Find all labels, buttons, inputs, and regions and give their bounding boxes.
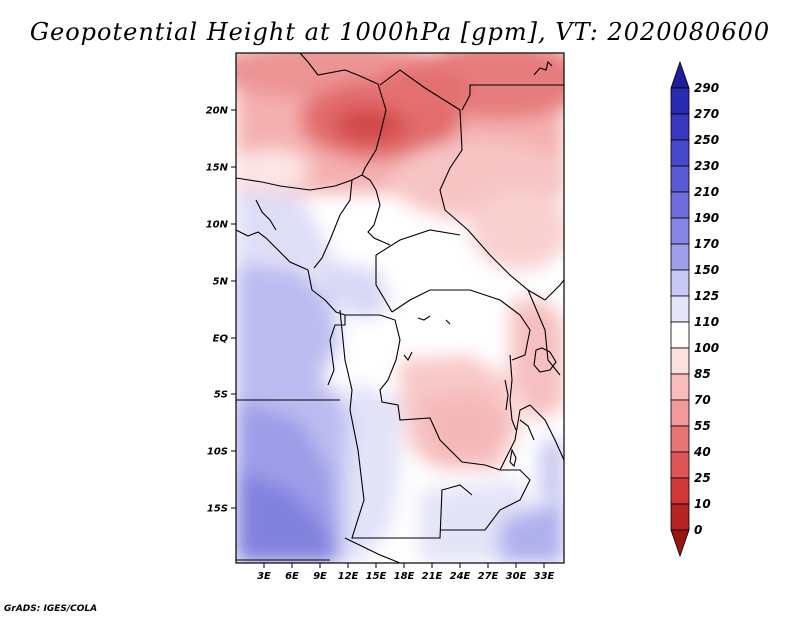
colorbar-label: 40 (693, 445, 711, 459)
colorbar-label: 270 (694, 107, 719, 121)
page-title: Geopotential Height at 1000hPa [gpm], VT… (29, 18, 771, 46)
colorbar-swatch (670, 191, 690, 219)
lon-tick-label: 24E (450, 571, 471, 582)
colorbar-swatch (670, 87, 690, 115)
lon-tick-label: 30E (506, 571, 527, 582)
colorbar-swatch (670, 269, 690, 297)
colorbar-label: 230 (694, 159, 719, 173)
colorbar-label: 55 (694, 419, 711, 433)
longitude-axis: 3E 6E 9E 12E 15E 18E 21E 24E 27E 30E 33E (257, 563, 555, 582)
country-borders (236, 53, 564, 563)
colorbar-label: 210 (694, 185, 719, 199)
lon-tick-label: 9E (313, 571, 327, 582)
lon-tick-label: 18E (394, 571, 415, 582)
colorbar-swatch (670, 373, 690, 401)
colorbar-swatch (670, 139, 690, 167)
lat-tick-label: 10S (207, 447, 228, 458)
colorbar-swatch (670, 243, 690, 271)
colorbar-swatch (670, 295, 690, 323)
colorbar-swatch (670, 217, 690, 245)
colorbar-swatch (670, 113, 690, 141)
colorbar-swatch (670, 321, 690, 349)
colorbar-label: 110 (694, 315, 719, 329)
grads-credit: GrADS: IGES/COLA (4, 604, 98, 614)
lon-tick-label: 6E (285, 571, 299, 582)
colorbar-swatch (670, 425, 690, 453)
colorbar-swatch (670, 165, 690, 193)
lon-tick-label: 3E (257, 571, 271, 582)
lon-tick-label: 21E (422, 571, 443, 582)
colorbar-swatch (670, 347, 690, 375)
colorbar-swatch (670, 477, 690, 505)
colorbar-label: 170 (694, 237, 719, 251)
colorbar-swatch (670, 399, 690, 427)
latitude-axis: 20N 15N 10N 5N EQ 5S 10S 15S (206, 106, 236, 515)
colorbar-swatch (670, 529, 690, 558)
colorbar: 2902702502302101901701501251101008570554… (670, 60, 719, 558)
colorbar-swatch (670, 60, 690, 89)
colorbar-label: 250 (694, 133, 719, 147)
lon-tick-label: 12E (338, 571, 359, 582)
colorbar-label: 70 (694, 393, 711, 407)
colorbar-label: 190 (694, 211, 719, 225)
colorbar-label: 0 (694, 523, 702, 537)
colorbar-label: 125 (694, 289, 719, 303)
colorbar-label: 100 (694, 341, 719, 355)
lat-tick-label: EQ (213, 334, 229, 345)
colorbar-label: 290 (694, 81, 719, 95)
colorbar-label: 25 (694, 471, 711, 485)
colorbar-swatch (670, 503, 690, 531)
lon-tick-label: 33E (534, 571, 555, 582)
map-plot-area (235, 52, 565, 564)
lat-tick-label: 10N (206, 220, 229, 231)
colorbar-swatch (670, 451, 690, 479)
lat-tick-label: 15S (207, 504, 228, 515)
colorbar-label: 10 (694, 497, 711, 511)
lon-tick-label: 15E (366, 571, 387, 582)
lat-tick-label: 15N (206, 163, 229, 174)
lat-tick-label: 5N (213, 277, 229, 288)
colorbar-label: 85 (694, 367, 711, 381)
lat-tick-label: 20N (206, 106, 229, 117)
lon-tick-label: 27E (478, 571, 499, 582)
lat-tick-label: 5S (214, 390, 228, 401)
colorbar-label: 150 (694, 263, 719, 277)
